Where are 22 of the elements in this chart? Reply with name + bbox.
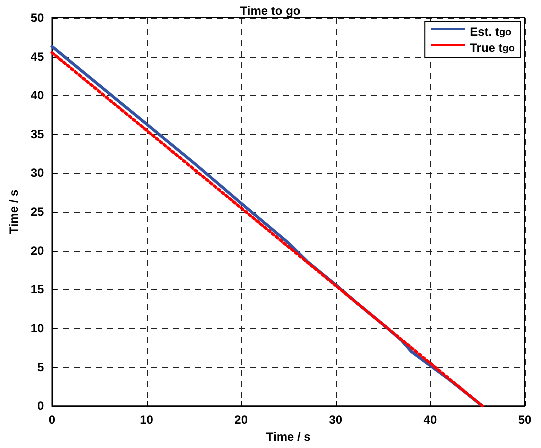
y-tick-label: 45: [30, 50, 45, 64]
y-tick-label: 50: [30, 11, 45, 25]
y-tick-label: 10: [30, 321, 45, 336]
x-tick-label: 10: [140, 413, 154, 428]
y-tick-label: 35: [30, 127, 45, 142]
x-axis-title: Time / s: [266, 430, 312, 444]
x-tick-label: 50: [518, 413, 532, 428]
y-tick-label: 20: [30, 244, 45, 258]
y-tick-label: 25: [30, 205, 45, 220]
x-tick-label: 40: [424, 413, 438, 428]
chart-title: Time to go: [240, 4, 301, 18]
x-tick-label: 30: [329, 413, 343, 428]
y-tick-label: 30: [30, 166, 45, 180]
y-tick-label: 40: [30, 88, 45, 103]
x-tick-label: 0: [48, 413, 56, 428]
legend-label: Est. tgo: [470, 25, 512, 39]
y-tick-label: 15: [30, 282, 45, 297]
legend-label: True tgo: [470, 41, 515, 55]
y-tick-label: 0: [38, 399, 45, 414]
y-axis-title: Time / s: [7, 189, 21, 234]
y-tick-label: 5: [38, 360, 45, 374]
x-tick-label: 20: [234, 413, 248, 428]
